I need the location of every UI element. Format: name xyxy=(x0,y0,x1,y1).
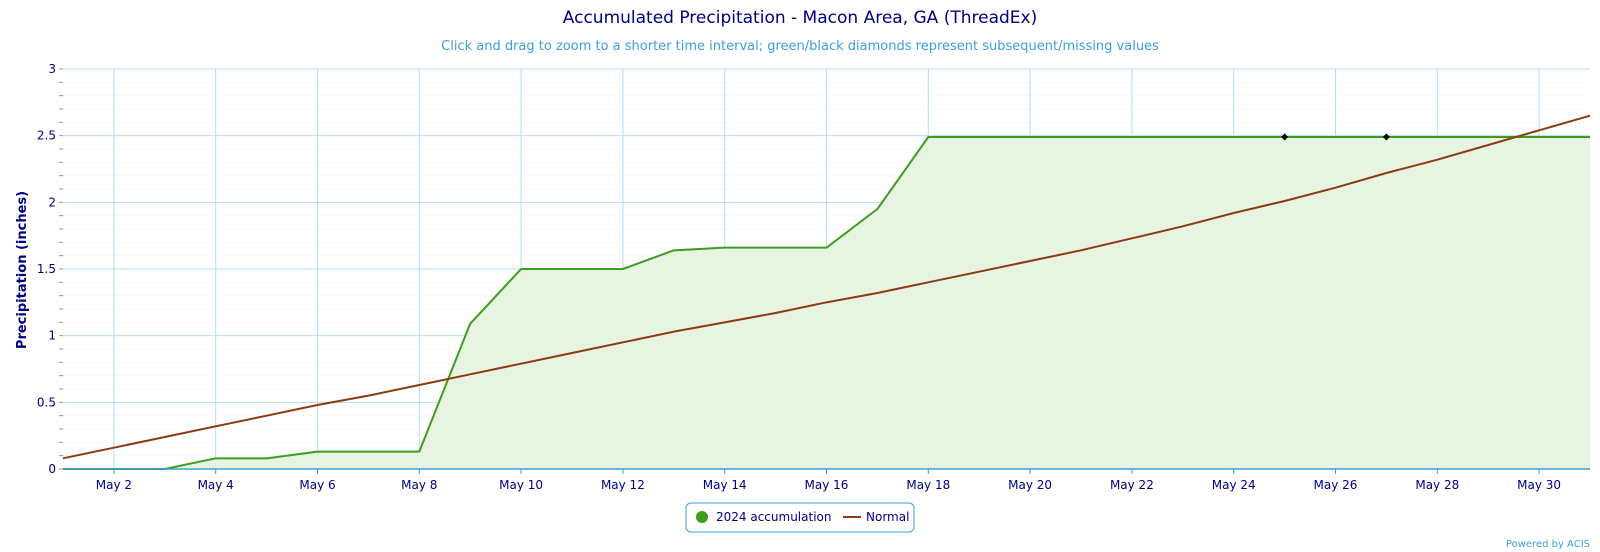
accumulation-point xyxy=(416,449,422,455)
legend-accumulation-dot-icon xyxy=(696,511,708,523)
accumulation-point xyxy=(569,266,575,272)
accumulation-point xyxy=(1434,134,1440,140)
y-tick-label: 0 xyxy=(48,462,56,476)
x-tick-label: May 16 xyxy=(805,478,849,492)
accumulation-point xyxy=(976,134,982,140)
legend[interactable]: 2024 accumulation Normal xyxy=(685,502,915,533)
x-tick-label: May 8 xyxy=(401,478,437,492)
normal-point xyxy=(976,269,982,275)
y-tick-label: 2 xyxy=(48,195,56,209)
normal-point xyxy=(111,445,117,451)
x-tick-label: May 24 xyxy=(1212,478,1256,492)
normal-point xyxy=(416,382,422,388)
normal-point xyxy=(1078,247,1084,253)
accumulation-point xyxy=(1536,134,1542,140)
y-axis-label: Precipitation (inches) xyxy=(15,191,30,349)
legend-normal-label: Normal xyxy=(866,510,909,524)
plot-area[interactable] xyxy=(60,68,1593,472)
x-tick-label: May 2 xyxy=(96,478,132,492)
normal-point xyxy=(1485,142,1491,148)
normal-series-line xyxy=(62,114,1591,460)
normal-point xyxy=(213,423,219,429)
x-tick-label: May 18 xyxy=(906,478,950,492)
credit-link[interactable]: Powered by ACIS xyxy=(1506,539,1590,550)
normal-point xyxy=(874,290,880,296)
accumulation-point xyxy=(925,134,931,140)
normal-point xyxy=(620,339,626,345)
normal-point xyxy=(1434,157,1440,163)
accumulation-point xyxy=(1333,134,1339,140)
normal-point xyxy=(162,434,168,440)
normal-point xyxy=(1180,223,1186,229)
normal-point xyxy=(365,393,371,399)
normal-point xyxy=(773,310,779,316)
y-tick-label: 1.5 xyxy=(37,262,56,276)
missing-value-diamond xyxy=(1281,133,1289,141)
normal-point xyxy=(925,279,931,285)
x-tick-label: May 4 xyxy=(198,478,234,492)
axes: 0 0.5 1 1.5 2 2.5 3 May 2 May 4 May 6 May 8 May 10 M… xyxy=(37,62,1590,492)
x-tick-label: May 28 xyxy=(1415,478,1459,492)
normal-point xyxy=(824,299,830,305)
legend-box xyxy=(685,502,915,533)
normal-point xyxy=(1333,185,1339,191)
normal-point xyxy=(1536,127,1542,133)
normal-point xyxy=(671,329,677,335)
accumulation-point xyxy=(773,245,779,251)
accumulation-point xyxy=(315,449,321,455)
x-tick-label: May 26 xyxy=(1314,478,1358,492)
accumulation-point xyxy=(722,245,728,251)
legend-item-normal[interactable]: Normal xyxy=(843,510,909,524)
x-tick-label: May 14 xyxy=(703,478,747,492)
chart-title: Accumulated Precipitation - Macon Area, … xyxy=(563,8,1037,28)
x-tick-label: May 10 xyxy=(499,478,543,492)
accumulation-point xyxy=(620,266,626,272)
normal-point xyxy=(569,350,575,356)
accumulation-point xyxy=(1180,134,1186,140)
x-tick-label: May 6 xyxy=(299,478,335,492)
normal-point xyxy=(315,402,321,408)
normal-point xyxy=(1027,258,1033,264)
accumulation-point xyxy=(467,321,473,327)
accumulation-point xyxy=(1587,134,1593,140)
normal-point xyxy=(264,413,270,419)
accumulation-point xyxy=(1231,134,1237,140)
normal-point xyxy=(722,319,728,325)
missing-value-diamond xyxy=(1382,133,1390,141)
marker-layer xyxy=(1281,133,1390,141)
accumulation-point xyxy=(1485,134,1491,140)
line-layer xyxy=(60,113,1593,470)
normal-point xyxy=(518,361,524,367)
x-tick-label: May 12 xyxy=(601,478,645,492)
accumulation-point xyxy=(1078,134,1084,140)
accumulation-point xyxy=(671,247,677,253)
legend-item-accumulation[interactable]: 2024 accumulation xyxy=(696,510,831,524)
normal-point xyxy=(1383,170,1389,176)
y-tick-label: 3 xyxy=(48,62,56,76)
accumulation-series-line xyxy=(63,136,1590,470)
normal-point xyxy=(60,455,66,461)
x-tick-label: May 30 xyxy=(1517,478,1561,492)
y-tick-label: 1 xyxy=(48,329,56,343)
accumulation-point xyxy=(264,455,270,461)
normal-point xyxy=(1231,210,1237,216)
legend-accumulation-label: 2024 accumulation xyxy=(716,510,831,524)
y-tick-label: 0.5 xyxy=(37,395,56,409)
x-tick-label: May 20 xyxy=(1008,478,1052,492)
x-tick-label: May 22 xyxy=(1110,478,1154,492)
accumulation-point xyxy=(1027,134,1033,140)
accumulation-point xyxy=(1129,134,1135,140)
normal-point xyxy=(1129,235,1135,241)
accumulation-point xyxy=(518,266,524,272)
accumulation-point xyxy=(874,206,880,212)
chart-subtitle: Click and drag to zoom to a shorter time… xyxy=(441,39,1159,54)
normal-point xyxy=(467,371,473,377)
y-tick-label: 2.5 xyxy=(37,129,56,143)
normal-point xyxy=(1587,113,1593,119)
normal-point xyxy=(1282,198,1288,204)
accumulation-point xyxy=(213,455,219,461)
accumulation-point xyxy=(824,245,830,251)
accumulation-point xyxy=(365,449,371,455)
